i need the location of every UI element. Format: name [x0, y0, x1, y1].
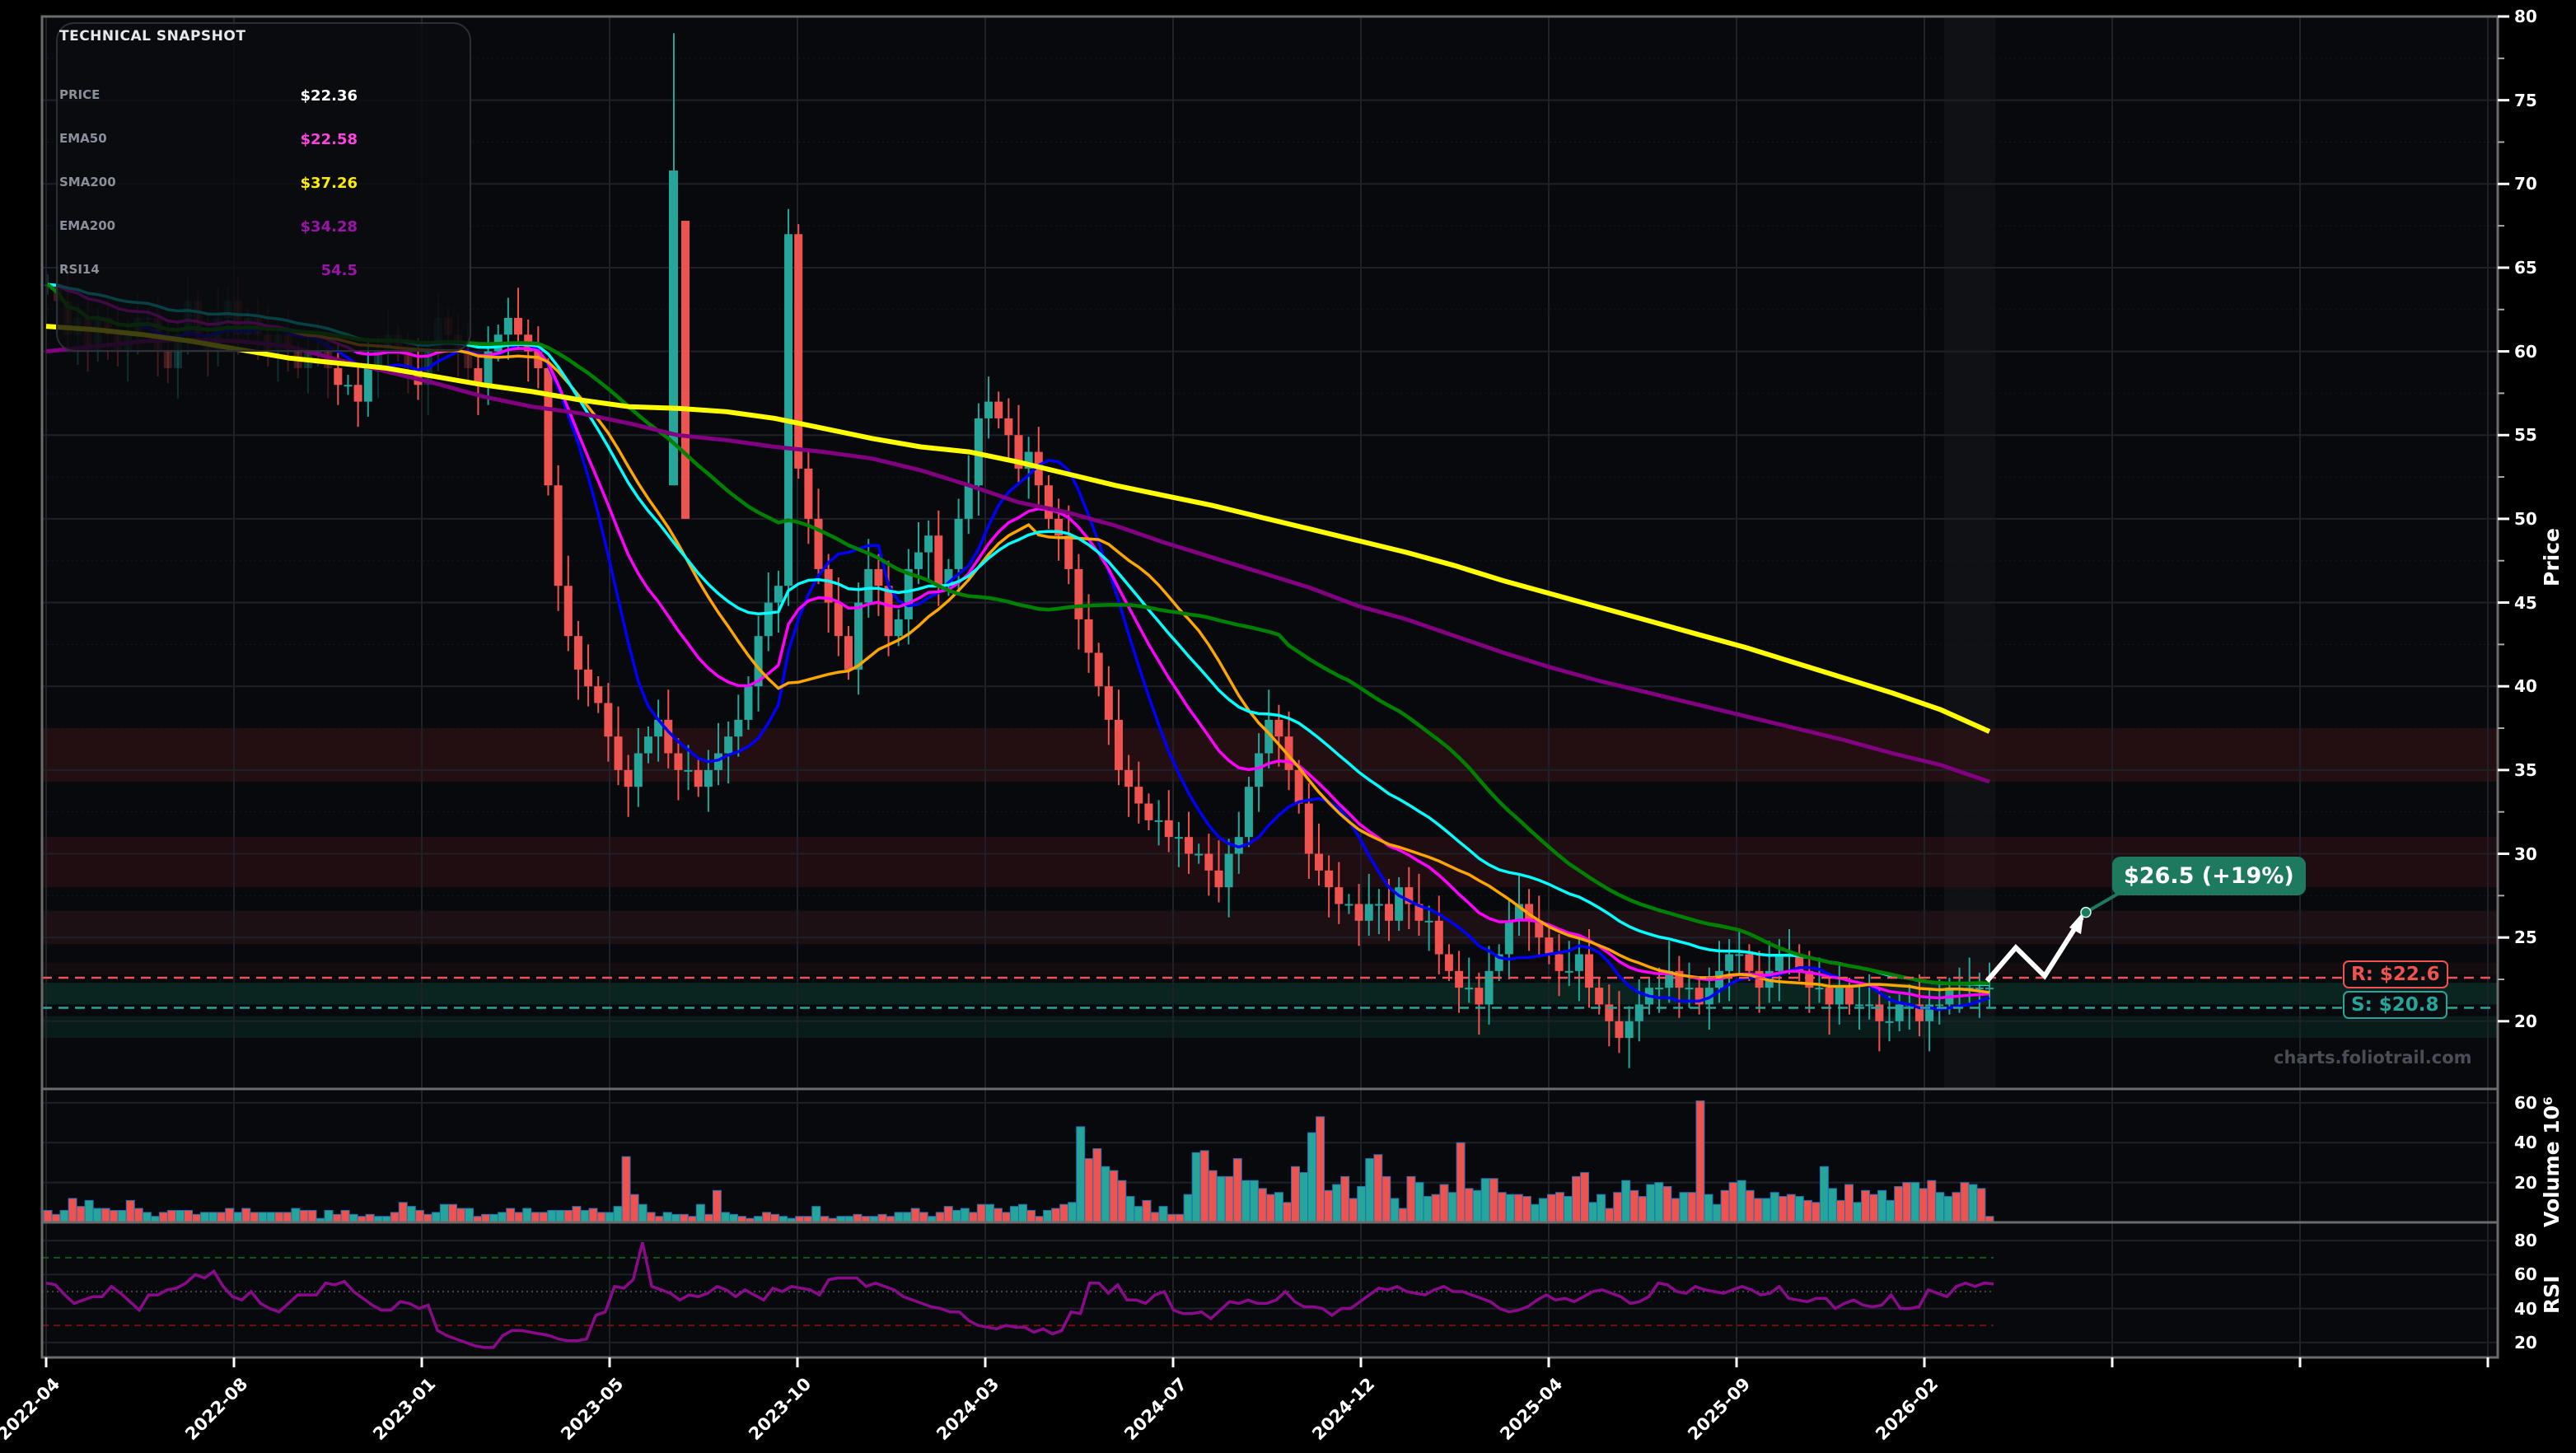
snapshot-row-ema200: EMA200 $34.28 — [59, 218, 358, 240]
axis-tick-label: 25 — [2514, 927, 2537, 948]
ema20-line — [47, 283, 1990, 1000]
axis-tick-label: 55 — [2514, 425, 2537, 446]
sr-zone — [42, 837, 2498, 888]
axis-tick-label: 60 — [2514, 1264, 2537, 1285]
axis-tick-label: 65 — [2514, 257, 2537, 278]
axis-tick-label: 80 — [2514, 7, 2537, 26]
axis-tick-label: 40 — [2514, 1298, 2537, 1319]
snapshot-label: PRICE — [59, 87, 101, 102]
axis-tick-label: 45 — [2514, 592, 2537, 613]
rsi-axis-title: RSI — [2540, 1275, 2564, 1314]
snapshot-value: $34.28 — [300, 218, 358, 236]
sr-zone — [42, 962, 2498, 974]
rsi-line — [45, 1241, 1994, 1349]
axis-tick-label: 40 — [2514, 676, 2537, 697]
snapshot-value: 54.5 — [320, 262, 358, 279]
axis-tick-label: 30 — [2514, 843, 2537, 864]
snapshot-row-ema50: EMA50 $22.58 — [59, 131, 358, 152]
snapshot-label: SMA200 — [59, 175, 116, 189]
axis-tick-label: 40 — [2514, 1133, 2537, 1153]
target-point — [2080, 906, 2092, 918]
axis-tick-label: 35 — [2514, 759, 2537, 780]
support-badge: S: $20.8 — [2343, 991, 2447, 1019]
forecast-path — [1985, 916, 2084, 983]
axis-tick-label: 70 — [2514, 174, 2537, 194]
sr-zone — [42, 910, 2498, 945]
rsi-panel — [42, 1222, 2498, 1357]
sr-zone — [42, 1016, 2498, 1039]
axis-tick-label: 50 — [2514, 508, 2537, 529]
snapshot-row-price: PRICE $22.36 — [59, 87, 358, 109]
axis-tick-label: 60 — [2514, 1092, 2537, 1113]
snapshot-value: $37.26 — [300, 175, 358, 192]
sma200-line — [45, 324, 1991, 734]
snapshot-row-sma200: SMA200 $37.26 — [59, 175, 358, 196]
axis-tick-label: 20 — [2514, 1011, 2537, 1031]
sr-zone — [42, 983, 2498, 1005]
resistance-badge: R: $22.6 — [2343, 960, 2448, 988]
volume-axis-title: Volume 10⁶ — [2540, 1096, 2564, 1227]
axis-tick-label: 20 — [2514, 1172, 2537, 1193]
axis-tick-label: 75 — [2514, 90, 2537, 110]
snapshot-label: EMA50 — [59, 131, 107, 146]
forecast-arrowhead — [2069, 910, 2084, 935]
snapshot-label: RSI14 — [59, 262, 100, 277]
axis-tick-label: 80 — [2514, 1231, 2537, 1251]
snapshot-label: EMA200 — [59, 218, 116, 233]
snapshot-value: $22.58 — [300, 131, 358, 148]
axis-tick-label: 20 — [2514, 1332, 2537, 1353]
snapshot-row-rsi14: RSI14 54.5 — [59, 262, 358, 283]
snapshot-title: TECHNICAL SNAPSHOT — [59, 28, 246, 44]
axis-tick-label: 60 — [2514, 341, 2537, 362]
price-axis-title: Price — [2540, 528, 2564, 586]
price-target-badge: $26.5 (+19%) — [2112, 857, 2306, 895]
snapshot-value: $22.36 — [300, 87, 358, 105]
technical-snapshot-panel — [56, 22, 471, 352]
watermark: charts.foliotrail.com — [2274, 1048, 2472, 1068]
